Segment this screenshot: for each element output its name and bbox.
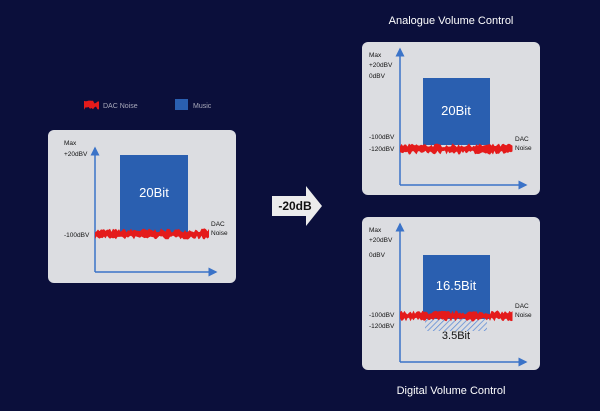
axis-label: 0dBV [369,252,386,259]
axis-label: +20dBV [369,62,393,69]
noise [95,228,209,240]
noise-label: DAC [211,221,225,228]
music-block [423,78,490,145]
noise-label: DAC [515,303,529,310]
lost-label: 3.5Bit [442,330,470,342]
noise-label: DAC [515,136,529,143]
legend: DAC Noise Music [84,99,212,110]
digital-panel: Max +20dBV 0dBV -100dBV -120dBV 16.5Bit … [362,217,540,397]
axis-label: -100dBV [64,232,90,239]
legend-noise: DAC Noise [103,103,138,110]
legend-music: Music [193,103,212,110]
operation: -20dB [272,186,322,226]
axis-label: -120dBV [369,323,395,330]
axis-label: -120dBV [369,146,395,153]
axis-label: -100dBV [369,312,395,319]
music-block [423,255,490,319]
noise [400,310,513,322]
panel-title: Digital Volume Control [397,385,506,397]
axis-label: -100dBV [369,134,395,141]
arrow [272,186,322,226]
panel-title: Analogue Volume Control [389,15,514,27]
block-label: 20Bit [139,185,169,200]
noise-label: Noise [515,312,532,319]
noise-label: Noise [515,145,532,152]
original-panel: Max +20dBV -100dBV 20Bit DAC Noise [48,130,236,283]
analogue-panel: Analogue Volume Control Max +20dBV 0dBV … [362,15,540,195]
block-label: 16.5Bit [436,278,477,293]
axis-label: Max [369,227,382,234]
noise [400,143,513,155]
operation-label: -20dB [278,199,312,213]
legend-noise-icon [84,100,99,110]
legend-music-icon [175,99,188,110]
axis-label: 0dBV [369,73,386,80]
axis-label: Max [369,52,382,59]
axis-label: Max [64,140,77,147]
noise-label: Noise [211,230,228,237]
axis-label: +20dBV [369,237,393,244]
axis-label: +20dBV [64,151,88,158]
block-label: 20Bit [441,103,471,118]
music-block [120,155,188,233]
